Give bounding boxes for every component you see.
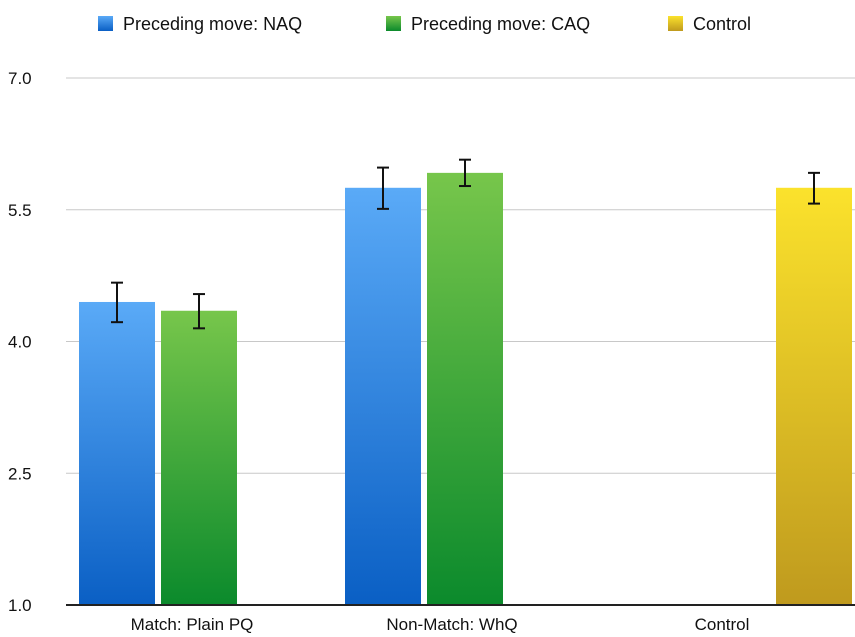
bar	[776, 187, 852, 605]
y-tick-label: 7.0	[8, 69, 32, 88]
x-tick-label: Match: Plain PQ	[131, 615, 254, 634]
bars	[79, 172, 852, 606]
x-tick-label: Control	[695, 615, 750, 634]
y-axis: 1.0 2.5 4.0 5.5 7.0	[8, 69, 32, 615]
bar	[161, 310, 237, 605]
bar	[427, 172, 503, 606]
legend-label: Preceding move: CAQ	[411, 14, 590, 34]
x-tick-label: Non-Match: WhQ	[386, 615, 517, 634]
legend: Preceding move: NAQ Preceding move: CAQ Co…	[98, 14, 751, 34]
y-tick-label: 5.5	[8, 201, 32, 220]
legend-swatch	[668, 16, 683, 31]
x-axis: Match: Plain PQ Non-Match: WhQ Control	[66, 604, 855, 634]
bar	[345, 187, 421, 605]
legend-swatch	[386, 16, 401, 31]
legend-swatch	[98, 16, 113, 31]
legend-label: Preceding move: NAQ	[123, 14, 302, 34]
legend-label: Control	[693, 14, 751, 34]
bar	[79, 301, 155, 605]
error-bars	[111, 158, 820, 330]
y-tick-label: 4.0	[8, 333, 32, 352]
y-tick-label: 2.5	[8, 464, 32, 483]
y-tick-label: 1.0	[8, 596, 32, 615]
